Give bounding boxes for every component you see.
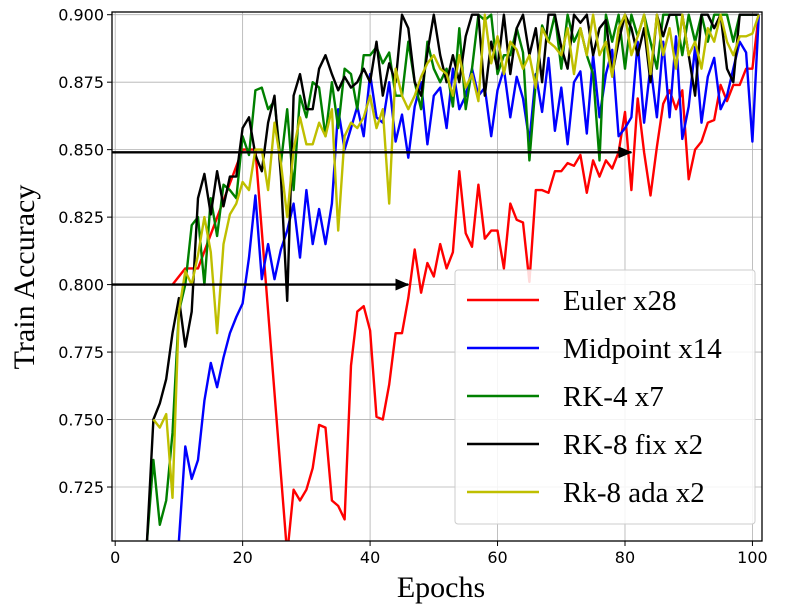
y-tick-label: 0.850 [58,141,104,160]
y-tick-label: 0.725 [58,478,104,497]
legend: Euler x28 Midpoint x14 RK-4 x7 RK-8 fix x2 R… [454,269,756,525]
legend-label: Euler x28 [563,285,677,317]
legend-label: Rk-8 ada x2 [563,477,705,509]
series-line-4 [152,13,760,499]
plot-frame [111,11,763,542]
y-tick-label: 0.750 [58,411,104,430]
x-tick-label: 0 [110,548,120,567]
x-tick-label: 20 [232,548,252,567]
y-axis-title: Train Accuracy [8,185,41,370]
x-tick-label: 100 [737,548,768,567]
ticks: 0 20 40 60 80 100 0.725 0.750 0.775 0.800 0.825 0.8… [58,6,768,567]
legend-label: RK-4 x7 [563,381,664,413]
arrows [112,146,633,291]
series-group [145,13,760,541]
x-tick-label: 60 [487,548,507,567]
x-axis-title: Epochs [397,571,485,604]
legend-box [454,269,756,525]
y-tick-label: 0.825 [58,208,104,227]
series-line-0 [171,14,760,541]
y-tick-label: 0.875 [58,73,104,92]
y-tick-label: 0.775 [58,343,104,362]
x-tick-label: 40 [360,548,380,567]
legend-label: RK-8 fix x2 [563,429,703,461]
y-tick-label: 0.800 [58,276,104,295]
series-line-2 [145,13,759,541]
legend-label: Midpoint x14 [563,333,722,365]
y-tick-label: 0.900 [58,6,104,25]
x-tick-label: 80 [615,548,635,567]
